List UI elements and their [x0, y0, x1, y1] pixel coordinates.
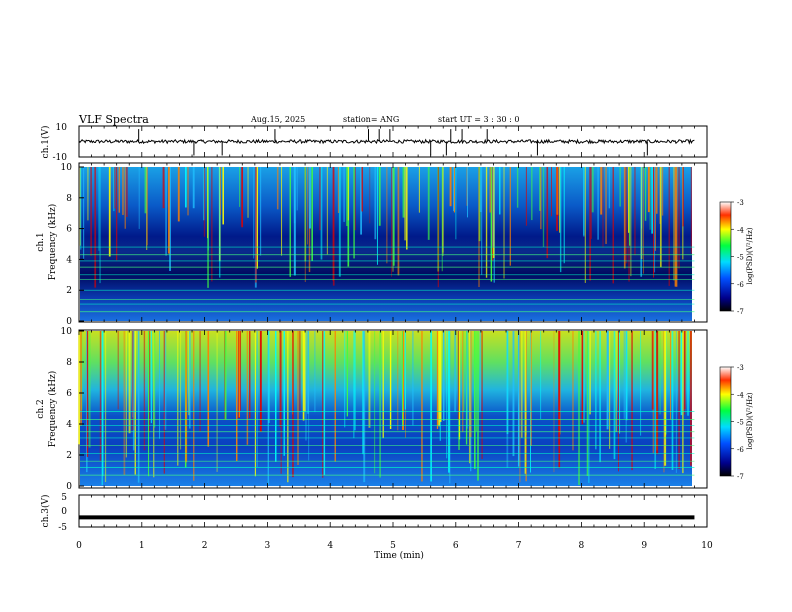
time-axis: 0 1 2 3 4 5 6 7 8 9 10 — [76, 126, 713, 551]
station-label: station= ANG — [343, 115, 400, 124]
cb-tick-label-1-0: -3 — [737, 199, 744, 207]
xtick-label-6: 6 — [453, 541, 459, 551]
ch1-spec-ylabel: Frequency (kHz) — [47, 204, 58, 281]
ch1-colorbar-label: log(PSD)(V²/Hz) — [746, 227, 754, 284]
date-label: Aug.15, 2025 — [251, 115, 306, 124]
cb-tick-label-2-1: -4 — [737, 391, 744, 399]
xtick-label-10: 10 — [701, 541, 713, 551]
xtick-label-2: 2 — [202, 541, 208, 551]
xtick-label-4: 4 — [327, 541, 333, 551]
ytick-label-2-2: 4 — [66, 420, 72, 430]
xtick-label-7: 7 — [516, 541, 522, 551]
ch1-wave-ytick-top: 10 — [56, 123, 68, 133]
ytick-label-1-5: 10 — [61, 163, 73, 173]
ch1-waveform-panel: 10 -10 ch.1(V) — [40, 123, 708, 163]
ch1-waveform-spikes — [138, 129, 648, 156]
ch2-colorbar: -3 -4 -5 -6 -7 log(PSD)(V²/Hz) — [719, 364, 754, 481]
ch2-spectrogram-features — [78, 331, 695, 486]
ch2-colorbar-scale — [719, 366, 732, 477]
ch3-waveform-frame — [78, 494, 708, 528]
ytick-label-1-1: 2 — [66, 286, 72, 296]
ytick-label-2-5: 10 — [61, 327, 73, 337]
ch1-waveform-line — [78, 138, 695, 145]
ch1-wave-ytick-bottom: -10 — [53, 153, 68, 163]
xtick-label-8: 8 — [579, 541, 585, 551]
ch3-wave-ytick-0: 0 — [61, 507, 67, 517]
ch1-spec-panel-label: ch.1 — [36, 232, 46, 251]
cb-tick-label-1-2: -5 — [737, 254, 744, 262]
ch1-spectrogram-yticks: 0 2 4 6 8 10 — [61, 163, 84, 327]
xtick-label-9: 9 — [641, 541, 647, 551]
ch1-spectrogram-image — [80, 167, 692, 321]
ch1-colorbar: -3 -4 -5 -6 -7 log(PSD)(V²/Hz) — [719, 199, 754, 316]
ch1-wave-ylabel: ch.1(V) — [40, 126, 51, 159]
ch1-spectrogram-panel: 0 2 4 6 8 10 ch.1 Frequency (kHz) — [36, 162, 708, 327]
start-time-label: start UT = 3 : 30 : 0 — [438, 115, 520, 124]
ch2-spectrogram-yticks: 0 2 4 6 8 10 — [61, 327, 84, 492]
ch2-colorbar-ticks: -3 -4 -5 -6 -7 — [731, 364, 744, 481]
time-axis-label: Time (min) — [374, 550, 424, 561]
ytick-label-1-4: 8 — [66, 194, 72, 204]
cb-tick-label-1-3: -6 — [737, 281, 744, 289]
ch3-wave-ytick-5: 5 — [61, 493, 67, 503]
ytick-label-1-3: 6 — [66, 225, 72, 235]
cb-tick-label-2-0: -3 — [737, 364, 744, 372]
xtick-label-0: 0 — [76, 541, 82, 551]
ytick-label-2-0: 0 — [66, 482, 72, 492]
ytick-label-2-3: 6 — [66, 389, 72, 399]
ch2-spec-ylabel: Frequency (kHz) — [47, 371, 58, 448]
ch2-spec-panel-label: ch.2 — [36, 399, 46, 418]
ytick-label-2-4: 8 — [66, 358, 72, 368]
ch2-spectrogram-panel: 0 2 4 6 8 10 ch.2 Frequency (kHz) — [36, 327, 708, 492]
cb-tick-label-1-1: -4 — [737, 226, 744, 234]
ch1-spectrogram-features — [79, 167, 695, 313]
xtick-label-1: 1 — [139, 541, 145, 551]
ch1-colorbar-ticks: -3 -4 -5 -6 -7 — [731, 199, 744, 316]
ytick-label-2-1: 2 — [66, 451, 72, 461]
ytick-label-1-2: 4 — [66, 255, 72, 265]
xtick-label-5: 5 — [390, 541, 396, 551]
ytick-label-1-0: 0 — [66, 317, 72, 327]
ch3-waveform-panel: 5 0 -5 ch.3(V) — [40, 493, 708, 533]
cb-tick-label-2-2: -5 — [737, 419, 744, 427]
ch3-wave-ytick-neg5: -5 — [58, 523, 67, 533]
xtick-label-3: 3 — [265, 541, 271, 551]
ch3-wave-ylabel: ch.3(V) — [40, 495, 51, 528]
cb-tick-label-2-4: -7 — [737, 473, 744, 481]
cb-tick-label-1-4: -7 — [737, 308, 744, 316]
cb-tick-label-2-3: -6 — [737, 446, 744, 454]
figure-title: VLF Spectra — [79, 113, 149, 126]
ch2-colorbar-label: log(PSD)(V²/Hz) — [746, 392, 754, 449]
ch1-colorbar-scale — [719, 201, 732, 312]
